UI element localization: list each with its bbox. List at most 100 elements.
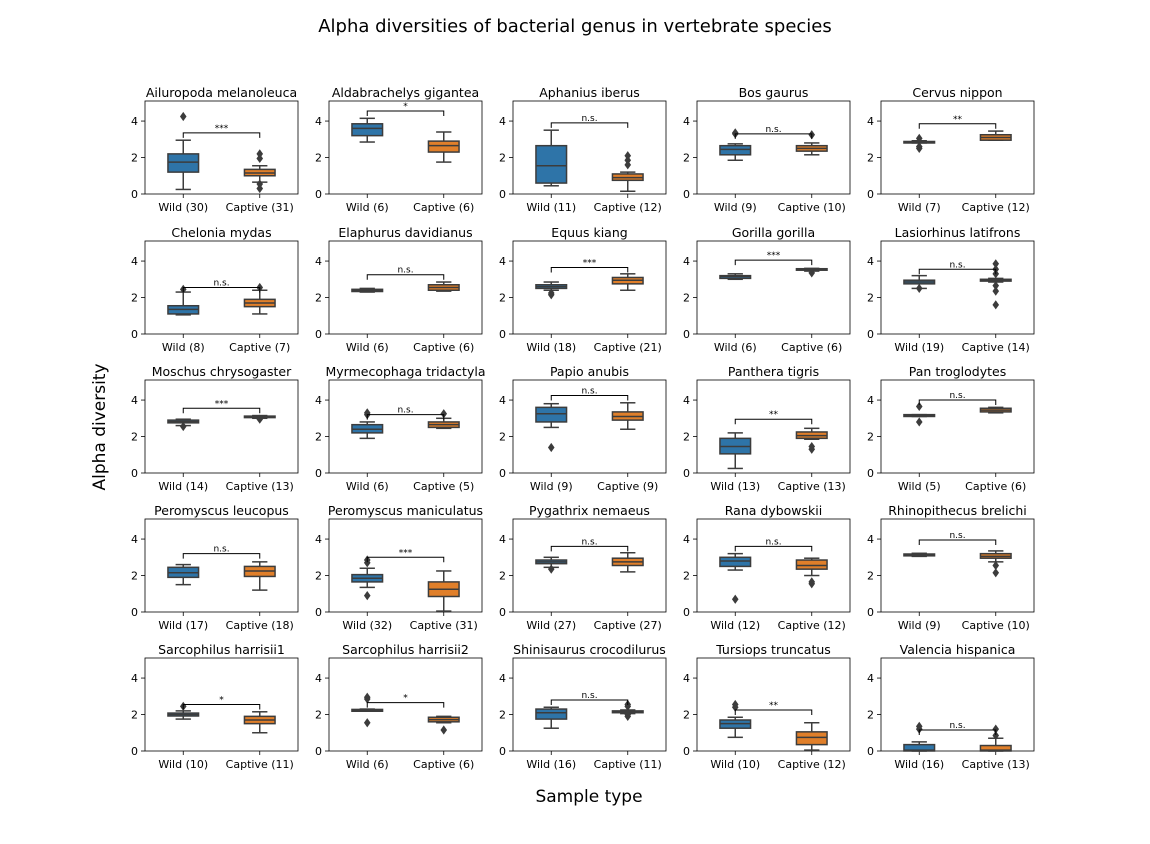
y-tick-label: 4	[683, 115, 690, 128]
y-tick-label: 0	[131, 188, 138, 201]
y-tick-label: 2	[131, 292, 138, 305]
panel: Tursiops truncatus 0 2 4 Wild (10) Captive (1…	[683, 642, 851, 771]
significance-bracket	[734, 259, 813, 266]
outlier-point	[915, 143, 923, 154]
outlier-point	[624, 701, 632, 711]
y-tick-label: 0	[499, 745, 506, 758]
box-wild	[719, 556, 752, 568]
panel-title: Sarcophilus harrisii2	[342, 642, 469, 657]
panel-title: Tursiops truncatus	[715, 642, 831, 657]
significance-bracket	[918, 729, 997, 736]
outlier-point	[808, 444, 816, 454]
outlier-point	[179, 111, 187, 122]
y-tick-label: 2	[867, 709, 874, 722]
outlier-point	[624, 160, 632, 170]
significance-label: **	[953, 115, 963, 125]
y-tick-label: 4	[315, 394, 322, 407]
x-tick-label: Wild (6)	[346, 201, 389, 214]
outlier-point	[256, 153, 264, 164]
box-wild	[903, 743, 936, 752]
y-tick-label: 2	[131, 152, 138, 165]
significance-bracket	[550, 266, 629, 273]
x-tick-label: Captive (10)	[778, 201, 846, 214]
outlier-point	[915, 133, 923, 143]
box-wild	[535, 406, 568, 423]
y-tick-label: 0	[867, 328, 874, 341]
outlier-point	[915, 724, 923, 734]
significance-label: n.s.	[581, 537, 597, 547]
panel-title: Papio anubis	[550, 364, 629, 379]
significance-label: n.s.	[397, 266, 413, 276]
y-tick-label: 2	[499, 292, 506, 305]
y-axis-label: Alpha diversity	[90, 363, 110, 490]
outlier-point	[731, 594, 739, 604]
panel-title: Gorilla gorilla	[732, 225, 815, 240]
panel-title: Myrmecophaga tridactyla	[326, 364, 486, 379]
panel: Peromyscus maniculatus 0 2 4 Wild (32) Captiv…	[315, 503, 483, 632]
y-tick-label: 0	[683, 188, 690, 201]
x-tick-label: Captive (6)	[781, 341, 842, 354]
x-tick-label: Wild (10)	[158, 758, 208, 771]
panel: Aldabrachelys gigantea 0 2 4 Wild (6) Captive…	[315, 85, 483, 214]
x-tick-label: Wild (7)	[898, 201, 941, 214]
y-tick-label: 2	[683, 152, 690, 165]
x-tick-label: Wild (6)	[346, 480, 389, 493]
panel: Chelonia mydas 0 2 4 Wild (8) Captive (7) n.s.	[131, 225, 299, 354]
significance-label: n.s.	[397, 406, 413, 416]
significance-bracket	[366, 110, 445, 117]
panel: Bos gaurus 0 2 4 Wild (9) Captive (10) n.s.	[683, 85, 851, 214]
x-tick-label: Wild (6)	[346, 341, 389, 354]
significance-bracket	[918, 268, 997, 275]
significance-bracket	[918, 399, 997, 406]
x-tick-label: Wild (8)	[162, 341, 205, 354]
significance-label: *	[219, 696, 224, 706]
significance-label: ***	[215, 399, 229, 409]
x-tick-label: Wild (16)	[526, 758, 576, 771]
x-tick-label: Wild (16)	[894, 758, 944, 771]
outlier-point	[808, 579, 816, 589]
outlier-point	[440, 725, 448, 735]
axes-frame	[512, 518, 667, 613]
x-tick-label: Captive (11)	[594, 758, 662, 771]
panel-title: Lasiorhinus latifrons	[895, 225, 1021, 240]
y-tick-label: 0	[131, 606, 138, 619]
significance-label: n.s.	[949, 391, 965, 401]
axes-frame	[512, 657, 667, 752]
panel: Rhinopithecus brelichi 0 2 4 Wild (9) Captive…	[867, 503, 1035, 632]
x-tick-label: Captive (13)	[962, 758, 1030, 771]
significance-bracket	[550, 545, 629, 552]
y-tick-label: 4	[315, 255, 322, 268]
significance-bracket	[182, 407, 261, 414]
x-tick-label: Captive (18)	[226, 619, 294, 632]
panel-title: Equus kiang	[551, 225, 627, 240]
x-tick-label: Captive (12)	[778, 758, 846, 771]
y-tick-label: 2	[683, 431, 690, 444]
y-tick-label: 2	[683, 292, 690, 305]
panel-title: Elaphurus davidianus	[338, 225, 472, 240]
x-tick-label: Captive (21)	[594, 341, 662, 354]
significance-label: ***	[583, 258, 597, 268]
panel-title: Bos gaurus	[739, 85, 809, 100]
panel: Aphanius iberus 0 2 4 Wild (11) Captive (12) n…	[499, 85, 667, 214]
outlier-point	[547, 442, 555, 453]
y-tick-label: 4	[867, 672, 874, 685]
y-tick-label: 0	[315, 745, 322, 758]
axes-frame	[880, 240, 1035, 335]
outlier-point	[256, 183, 264, 194]
panel-grid: Ailuropoda melanoleuca 0 2 4 Wild (30) Captiv…	[131, 85, 1035, 771]
x-tick-label: Captive (6)	[413, 201, 474, 214]
y-tick-label: 2	[499, 431, 506, 444]
y-tick-label: 4	[131, 115, 138, 128]
significance-label: ***	[215, 124, 229, 134]
significance-bracket	[366, 702, 445, 708]
significance-label: **	[769, 410, 779, 420]
y-tick-label: 0	[131, 328, 138, 341]
outlier-point	[363, 590, 371, 601]
significance-bracket	[366, 414, 445, 420]
y-tick-label: 0	[867, 467, 874, 480]
box-wild	[351, 123, 384, 137]
x-tick-label: Captive (12)	[778, 619, 846, 632]
y-tick-label: 4	[315, 672, 322, 685]
significance-label: *	[403, 694, 408, 704]
